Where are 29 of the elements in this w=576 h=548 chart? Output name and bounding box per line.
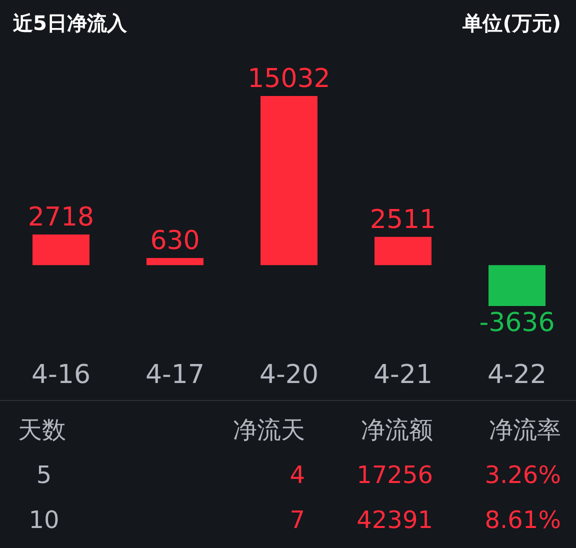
text: 8.61% [484,506,561,534]
text: 净流天 [233,416,305,444]
text: 17256 [356,461,433,489]
bar [32,234,90,266]
bar [146,258,204,266]
x-tick-label: 4-16 [31,360,91,390]
text: 10 [28,506,60,534]
data-label: 2511 [370,204,436,235]
data-label: 2718 [28,202,94,233]
x-tick-label: 4-22 [487,360,547,390]
text: 42391 [356,506,433,534]
text: 净流率 [489,416,561,444]
chart-title: 近5日净流入 [12,11,128,35]
y-axis-title: 单位(万元) [462,11,561,35]
bar [260,96,318,266]
text: 3.26% [484,461,561,489]
data-label: 630 [150,226,200,256]
text: 5 [36,461,52,489]
text: 4 [290,461,305,489]
text: 净流额 [361,416,433,444]
data-label: -3636 [479,308,555,338]
bar [374,236,432,266]
text: 7 [290,506,305,534]
data-label: 15032 [248,64,330,94]
x-tick-label: 4-17 [145,360,205,390]
text: 天数 [18,416,66,444]
x-tick-label: 4-21 [373,360,433,390]
x-tick-label: 4-20 [259,360,319,390]
bar [488,265,546,306]
